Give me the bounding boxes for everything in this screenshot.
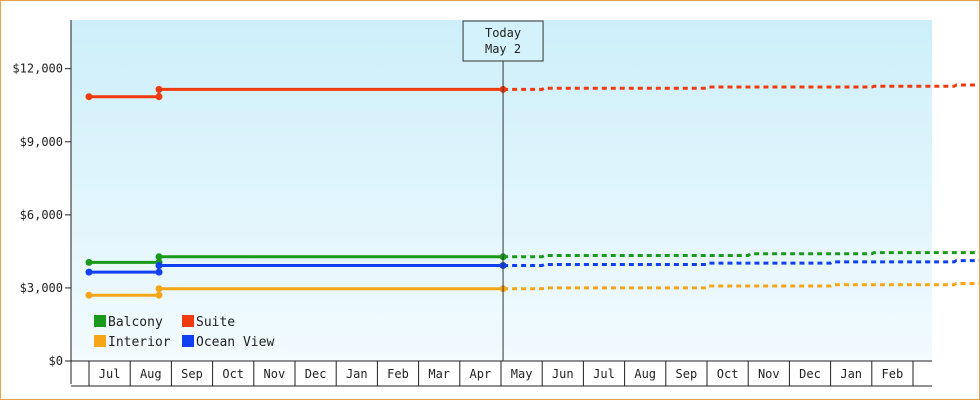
data-point-suite-1 (155, 93, 163, 101)
data-point-interior-0 (85, 291, 93, 299)
data-point-suite-2 (155, 85, 163, 93)
legend-swatch-suite (182, 315, 194, 327)
legend-swatch-ocean-view (182, 335, 194, 347)
legend-swatch-interior (94, 335, 106, 347)
month-label: Dec (305, 367, 327, 381)
today-label-box (462, 20, 544, 62)
today-label-line1: Today (485, 26, 521, 40)
data-point-interior-2 (155, 285, 163, 293)
month-label: Sep (181, 367, 203, 381)
month-label: Nov (264, 367, 286, 381)
month-label: Oct (717, 367, 739, 381)
data-point-ocean-view-2 (155, 262, 163, 269)
month-label: Mar (428, 367, 450, 381)
data-point-balcony-0 (85, 258, 93, 266)
data-point-suite-0 (85, 93, 93, 101)
month-label: Nov (758, 367, 780, 381)
legend-label-ocean-view: Ocean View (196, 335, 274, 350)
data-point-interior-1 (155, 291, 163, 299)
legend-label-suite: Suite (196, 315, 235, 330)
month-label: Jul (99, 367, 121, 381)
today-label-line2: May 2 (485, 42, 521, 56)
month-label: May (511, 367, 533, 381)
axis-layer: $0 $3,000 $6,000 $9,000 $12,000 Jul Aug Sep Oct N… (12, 20, 932, 387)
month-label: Feb (882, 367, 904, 381)
legend-label-interior: Interior (108, 335, 171, 350)
forecast-line-suite (503, 83, 979, 91)
data-point-balcony-2 (155, 253, 163, 261)
data-point-ocean-view-0 (85, 268, 93, 276)
data-point-ocean-view-1 (155, 268, 163, 276)
today-marker: Today May 2 (462, 20, 544, 361)
forecast-line-ocean-view (503, 259, 979, 267)
forecast-line-balcony (503, 251, 979, 259)
month-label: Sep (676, 367, 698, 381)
y-tick-label: $6,000 (20, 208, 63, 222)
y-tick-label: $3,000 (20, 281, 63, 295)
month-label: Aug (140, 367, 162, 381)
legend-label-balcony: Balcony (108, 315, 163, 330)
month-label: Jun (552, 367, 574, 381)
month-label: Jan (840, 367, 862, 381)
plot-area (71, 20, 932, 361)
month-label: Feb (387, 367, 409, 381)
month-label: Dec (799, 367, 821, 381)
forecast-line-interior (503, 282, 979, 291)
y-tick-label: $0 (49, 354, 63, 368)
legend: Balcony Suite Interior Ocean View (94, 315, 274, 350)
month-label: Oct (222, 367, 244, 381)
series-layer (85, 83, 979, 299)
legend-swatch-balcony (94, 315, 106, 327)
y-tick-label: $9,000 (20, 135, 63, 149)
month-label: Aug (634, 367, 656, 381)
y-tick-label: $12,000 (12, 62, 63, 76)
month-label: Jul (593, 367, 615, 381)
month-label: Apr (470, 367, 492, 381)
series-line-suite (89, 87, 504, 99)
month-label: Jan (346, 367, 368, 381)
